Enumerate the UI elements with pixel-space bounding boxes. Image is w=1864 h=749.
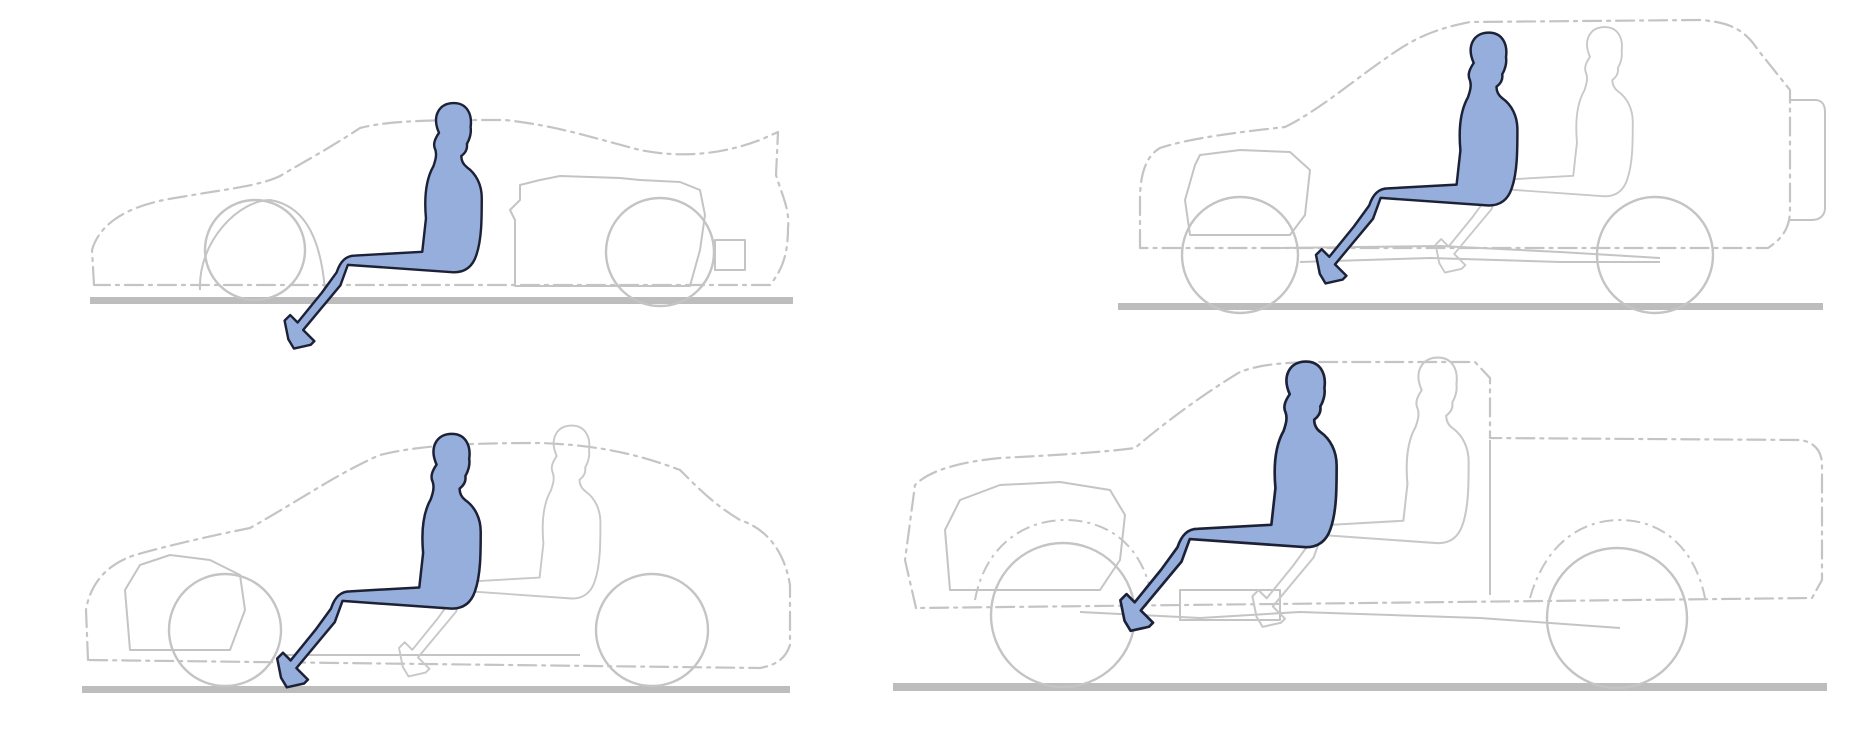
panel-sports-car <box>90 101 793 350</box>
pickup-drivetrain <box>1079 589 1621 629</box>
panel-sedan <box>82 424 792 693</box>
pickup-wheel-rear <box>1545 546 1689 690</box>
suv-body-outline <box>1138 18 1792 250</box>
car-rear-box <box>714 239 746 271</box>
panel-suv <box>1118 18 1826 315</box>
suv-wheel-front <box>1180 195 1300 315</box>
driver-figure <box>283 101 483 350</box>
ground-line <box>1118 303 1823 310</box>
ground-line <box>893 683 1827 691</box>
pickup-wheel-arch-rear <box>1529 518 1706 599</box>
driver-figure <box>275 432 482 689</box>
pickup-body-outline <box>903 360 1824 610</box>
sedan-wheel-front <box>167 572 283 688</box>
panel-pickup-truck <box>893 356 1827 691</box>
car-wheel-front <box>203 198 307 302</box>
car-body-outline <box>90 118 790 287</box>
suv-engine-block <box>1184 149 1311 236</box>
car-engine-block <box>509 175 706 287</box>
ground-line <box>90 297 793 304</box>
car-wheel-arch-front <box>198 199 326 291</box>
pickup-wheel-front <box>989 541 1137 689</box>
suv-spare-tire <box>1790 99 1826 221</box>
car-wheel-rear <box>604 196 716 308</box>
ground-line <box>82 686 790 693</box>
sedan-body-outline <box>84 441 792 670</box>
pickup-wheel-arch-front <box>974 518 1153 601</box>
sedan-wheel-rear <box>594 572 710 688</box>
suv-drivetrain <box>1279 245 1661 263</box>
sedan-engine-block <box>124 554 246 651</box>
pickup-engine-block <box>944 481 1126 591</box>
